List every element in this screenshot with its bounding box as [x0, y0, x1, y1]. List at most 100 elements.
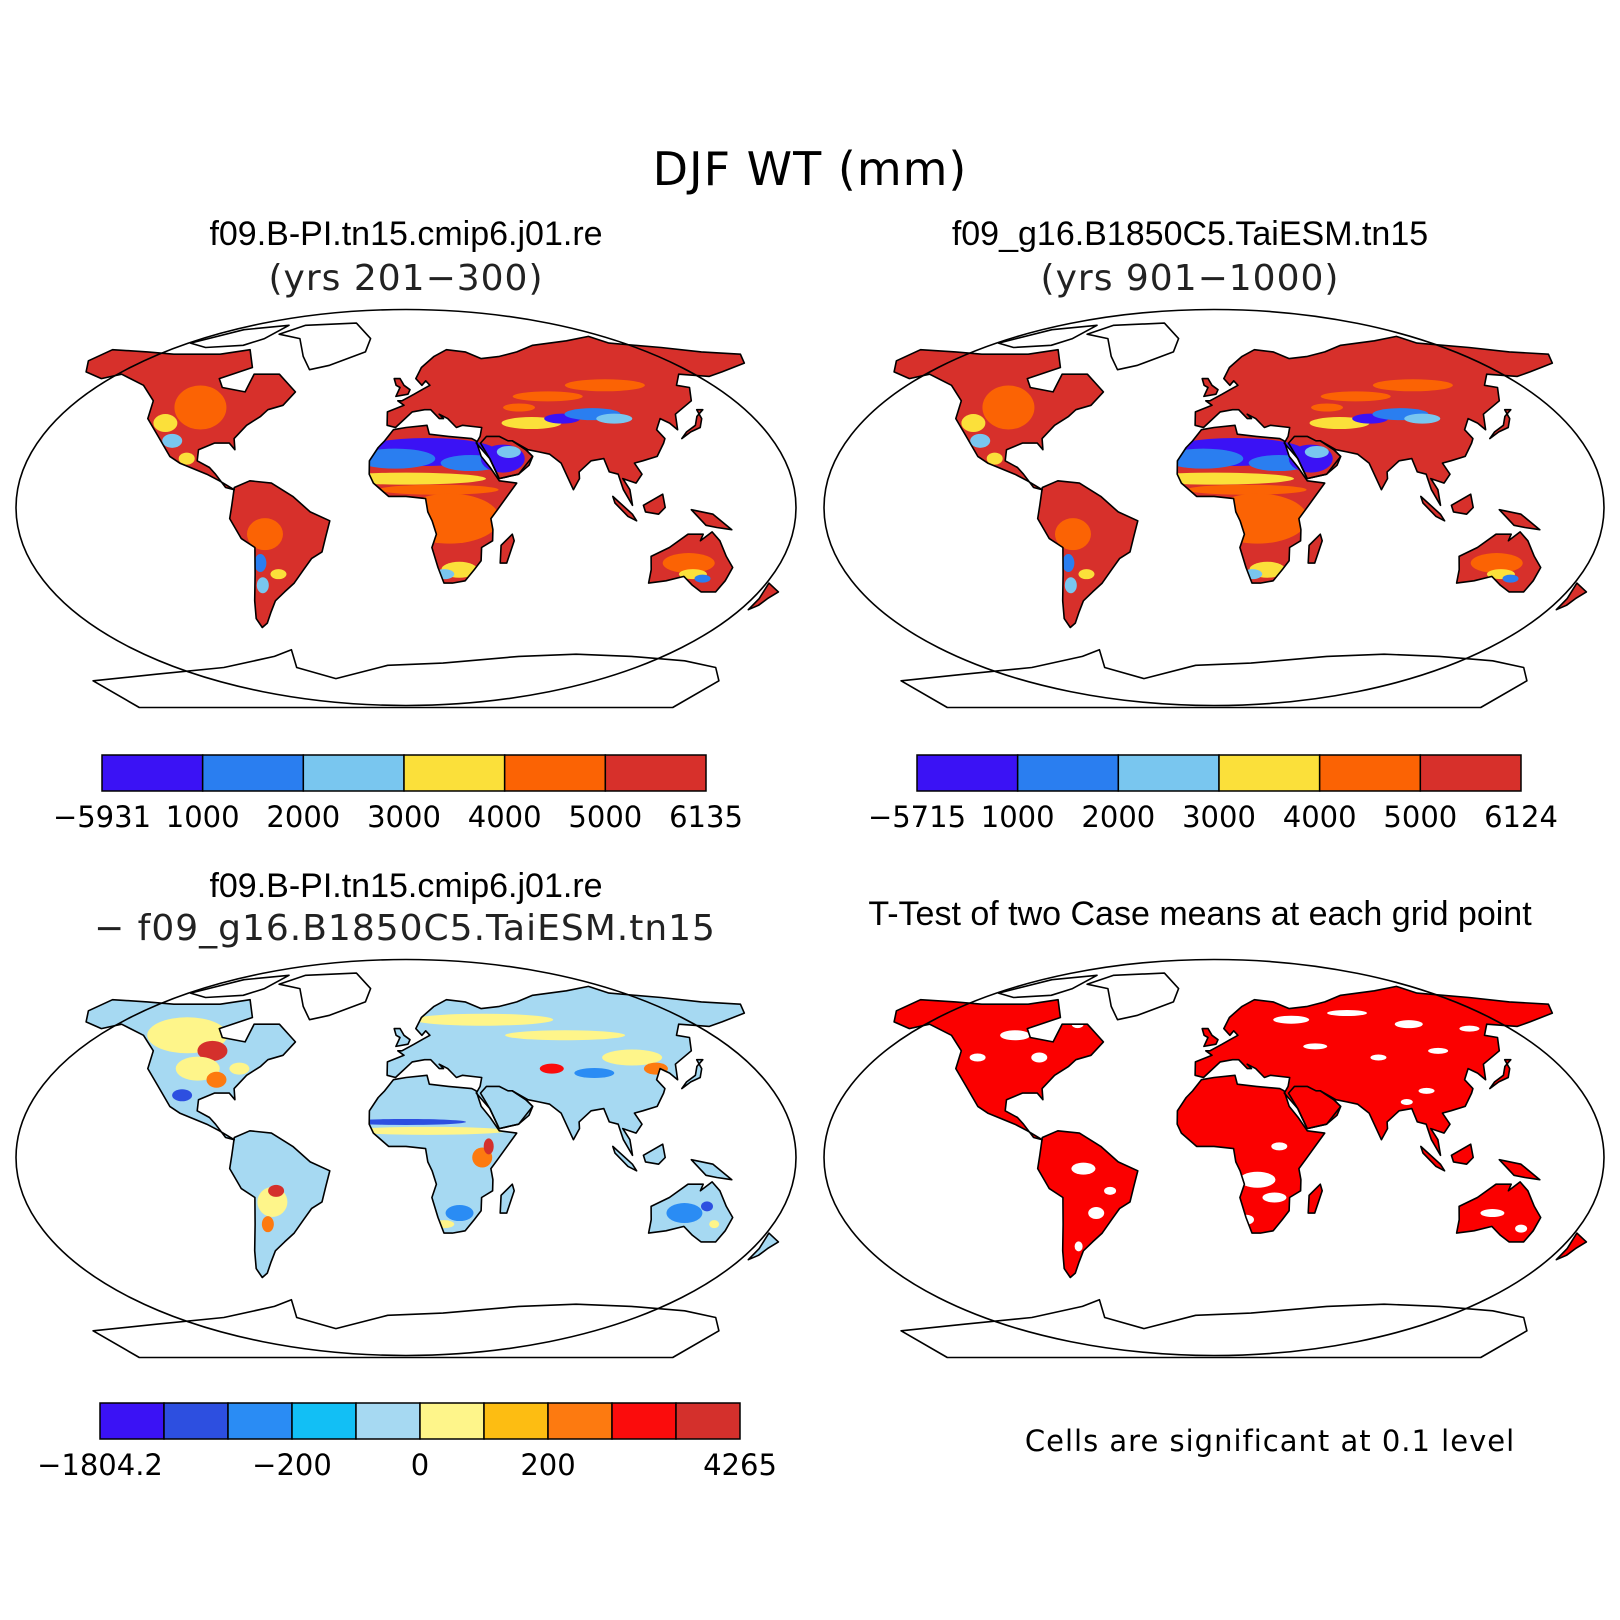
- colorbar-box: [503, 754, 607, 792]
- field-patch: [1062, 554, 1075, 573]
- landmass-australia: [647, 531, 734, 593]
- field-patch: [197, 1040, 228, 1061]
- panel-title-ttest: T-Test of two Case means at each grid po…: [868, 895, 1532, 933]
- landmass-indonesia2: [642, 493, 666, 515]
- landmass-newGuinea: [1499, 1159, 1540, 1180]
- landmass-indonesia2: [1450, 493, 1474, 515]
- landmass-newGuinea: [1498, 1158, 1541, 1181]
- landmass-madagascar: [500, 534, 515, 564]
- landmass-madagascar: [1308, 534, 1323, 564]
- colorbar-box: [547, 1402, 613, 1440]
- field-patch: [1502, 574, 1519, 583]
- field-patch: [261, 1216, 274, 1233]
- field-patch: [178, 452, 195, 465]
- colorbar-case2: −5715 1000 2000 3000 4000 5000 6124: [868, 754, 1558, 834]
- landmass-africa: [368, 424, 518, 584]
- colorbar-box: [403, 754, 506, 792]
- field-patch: [564, 379, 645, 392]
- field-patch: [270, 569, 287, 580]
- field-patch: [1480, 1209, 1505, 1218]
- colorbar-tick-label: 6124: [1484, 800, 1558, 834]
- field-patch: [1273, 1015, 1310, 1024]
- landmass-africa: [1177, 1075, 1325, 1234]
- landmass-africa: [1176, 1074, 1326, 1234]
- field-patch: [961, 414, 986, 433]
- landmass-indonesia1: [1420, 1145, 1446, 1172]
- landmass-madagascar: [499, 533, 515, 564]
- colorbar-box: [101, 754, 204, 792]
- colorbar-tick-label: 4265: [703, 1448, 777, 1482]
- landmass-southAmerica: [228, 480, 331, 629]
- field-patch: [1515, 1224, 1528, 1233]
- map-border: [823, 958, 1605, 1357]
- landmass-southAmerica: [1036, 480, 1139, 629]
- field-patch: [602, 1049, 663, 1066]
- colorbar-box: [355, 1402, 421, 1440]
- landmass-eurasia: [386, 985, 746, 1157]
- colorbar-tick-label: 3000: [367, 800, 441, 834]
- landmass-arcticIslands: [997, 974, 1098, 999]
- colorbar-box: [1016, 754, 1120, 792]
- field-patch: [709, 1220, 720, 1229]
- landmass-madagascar: [500, 1184, 515, 1214]
- panel-subtitle-case1: (yrs 201−300): [268, 258, 544, 299]
- field-patch: [662, 553, 715, 574]
- landmass-newGuinea: [1499, 509, 1540, 530]
- colorbar-tick-label: 2000: [266, 800, 340, 834]
- landmass-indonesia2: [1450, 1143, 1474, 1165]
- landmass-newGuinea: [691, 1159, 732, 1180]
- field-patch: [1370, 1054, 1387, 1061]
- landmass-newGuinea: [691, 509, 732, 530]
- panel-title-case1: f09.B-PI.tn15.cmip6.j01.re: [209, 215, 603, 253]
- field-patch: [174, 385, 227, 430]
- field-patch: [694, 574, 711, 583]
- colorbar-tick-label: −5931: [53, 800, 151, 834]
- colorbar-tick-label: 1000: [166, 800, 240, 834]
- field-patch: [1163, 448, 1244, 469]
- field-patch: [445, 1205, 474, 1222]
- field-patch: [700, 1201, 713, 1212]
- landmass-northAmerica: [85, 348, 297, 491]
- landmass-britain: [393, 1027, 411, 1048]
- map-border: [15, 958, 797, 1357]
- field-patch: [1400, 1098, 1413, 1105]
- landmass-southAmerica: [1037, 1130, 1138, 1278]
- field-patch: [496, 445, 521, 458]
- landmass-southAmerica: [1036, 1130, 1139, 1279]
- landmass-greenland: [1086, 322, 1180, 371]
- landmass-indonesia1: [612, 495, 638, 522]
- landmass-japan: [681, 408, 704, 440]
- field-patch: [1303, 1043, 1328, 1050]
- field-patch: [206, 1071, 227, 1088]
- landmass-arcticIslands: [997, 324, 1098, 349]
- colorbar-tick-label: 0: [411, 1448, 429, 1482]
- landmass-indonesia2: [643, 494, 666, 515]
- landmass-madagascar: [1308, 1184, 1323, 1214]
- figure-title: DJF WT (mm): [652, 142, 968, 196]
- landmass-arabia: [480, 1086, 533, 1129]
- panel-subtitle-diff: − f09_g16.B1850C5.TaiESM.tn15: [94, 908, 716, 949]
- landmass-newGuinea: [690, 1158, 733, 1181]
- landmass-australia: [1455, 531, 1542, 593]
- landmass-africa: [368, 1074, 518, 1234]
- landmass-arabia: [479, 1085, 534, 1130]
- field-patch: [1327, 1010, 1368, 1017]
- field-patch: [172, 1089, 193, 1102]
- landmass-arabia: [1287, 1085, 1342, 1130]
- field-patch: [1394, 1020, 1423, 1029]
- colorbar-tick-label: 3000: [1182, 800, 1256, 834]
- landmass-eurasia: [1194, 335, 1554, 507]
- map-panel-case2: [823, 308, 1605, 709]
- colorbar-box: [163, 1402, 229, 1440]
- field-patch: [539, 1063, 564, 1074]
- landmass-northAmerica: [85, 998, 297, 1141]
- field-patch: [346, 1118, 466, 1125]
- field-patch: [1459, 1025, 1480, 1032]
- field-patch: [175, 1056, 220, 1081]
- landmass-antarctica: [900, 1298, 1528, 1359]
- landmass-newZealand: [1555, 582, 1588, 611]
- field-patch: [512, 391, 583, 402]
- colorbar-tick-label: −200: [252, 1448, 332, 1482]
- colorbar-tick-label: 5000: [568, 800, 642, 834]
- landmass-africa: [369, 1075, 517, 1234]
